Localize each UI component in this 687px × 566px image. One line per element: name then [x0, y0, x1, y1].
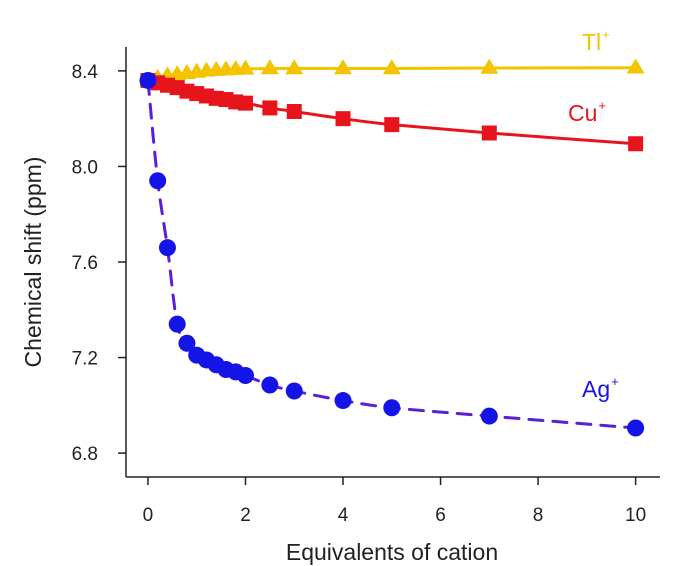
x-tick-label: 0 — [143, 505, 154, 526]
y-tick-label: 8.0 — [72, 157, 98, 178]
series-markers — [138, 58, 645, 437]
y-tick-label: 7.6 — [72, 253, 98, 274]
marker-ag — [168, 315, 186, 333]
marker-ag — [261, 376, 279, 394]
marker-ag — [178, 334, 196, 352]
x-tick-label: 10 — [625, 505, 646, 526]
series-label-name: Ag — [582, 376, 610, 402]
series-label-charge: + — [598, 98, 606, 113]
series-label-charge: + — [611, 374, 619, 389]
marker-ag — [627, 419, 645, 437]
series-label-ag: Ag+ — [582, 374, 619, 402]
marker-cu — [628, 136, 644, 152]
x-tick-label: 4 — [338, 505, 349, 526]
series-label-cu: Cu+ — [568, 98, 606, 126]
marker-ag — [139, 71, 157, 89]
series-line-cu — [146, 78, 638, 146]
y-tick-label: 7.2 — [72, 349, 98, 370]
marker-ag — [236, 366, 254, 384]
marker-ag — [149, 172, 167, 190]
marker-tl — [285, 59, 304, 75]
marker-tl — [260, 59, 279, 75]
tick-labels: 0 2 4 6 8 10 6.8 7.2 7.6 8.0 8.4 — [72, 62, 647, 526]
marker-tl — [382, 59, 401, 75]
marker-ag — [383, 399, 401, 417]
marker-ag — [480, 407, 498, 425]
x-tick-label: 6 — [435, 505, 446, 526]
x-tick-label: 8 — [533, 505, 544, 526]
tick-marks — [118, 70, 637, 485]
marker-tl — [236, 59, 255, 75]
y-tick-label: 8.4 — [72, 62, 99, 83]
series-label-charge: + — [602, 27, 610, 42]
marker-cu — [262, 100, 278, 116]
marker-cu — [286, 104, 302, 119]
x-axis-title: Equivalents of cation — [286, 539, 498, 565]
series-label-tl: Tl+ — [582, 27, 610, 55]
x-tick-label: 2 — [240, 505, 251, 526]
marker-tl — [480, 58, 499, 74]
y-axis-title: Chemical shift (ppm) — [20, 157, 46, 368]
marker-tl — [334, 59, 353, 75]
series-label-name: Cu — [568, 100, 597, 126]
marker-ag — [334, 392, 352, 410]
y-tick-label: 6.8 — [72, 444, 98, 465]
marker-ag — [158, 239, 176, 257]
marker-cu — [237, 95, 253, 111]
marker-cu — [335, 111, 351, 127]
marker-cu — [481, 125, 497, 141]
series-labels: Tl+Cu+Ag+ — [568, 27, 619, 402]
marker-tl — [626, 58, 645, 74]
series-label-name: Tl — [582, 29, 601, 55]
marker-ag — [285, 382, 303, 400]
marker-cu — [384, 117, 400, 133]
